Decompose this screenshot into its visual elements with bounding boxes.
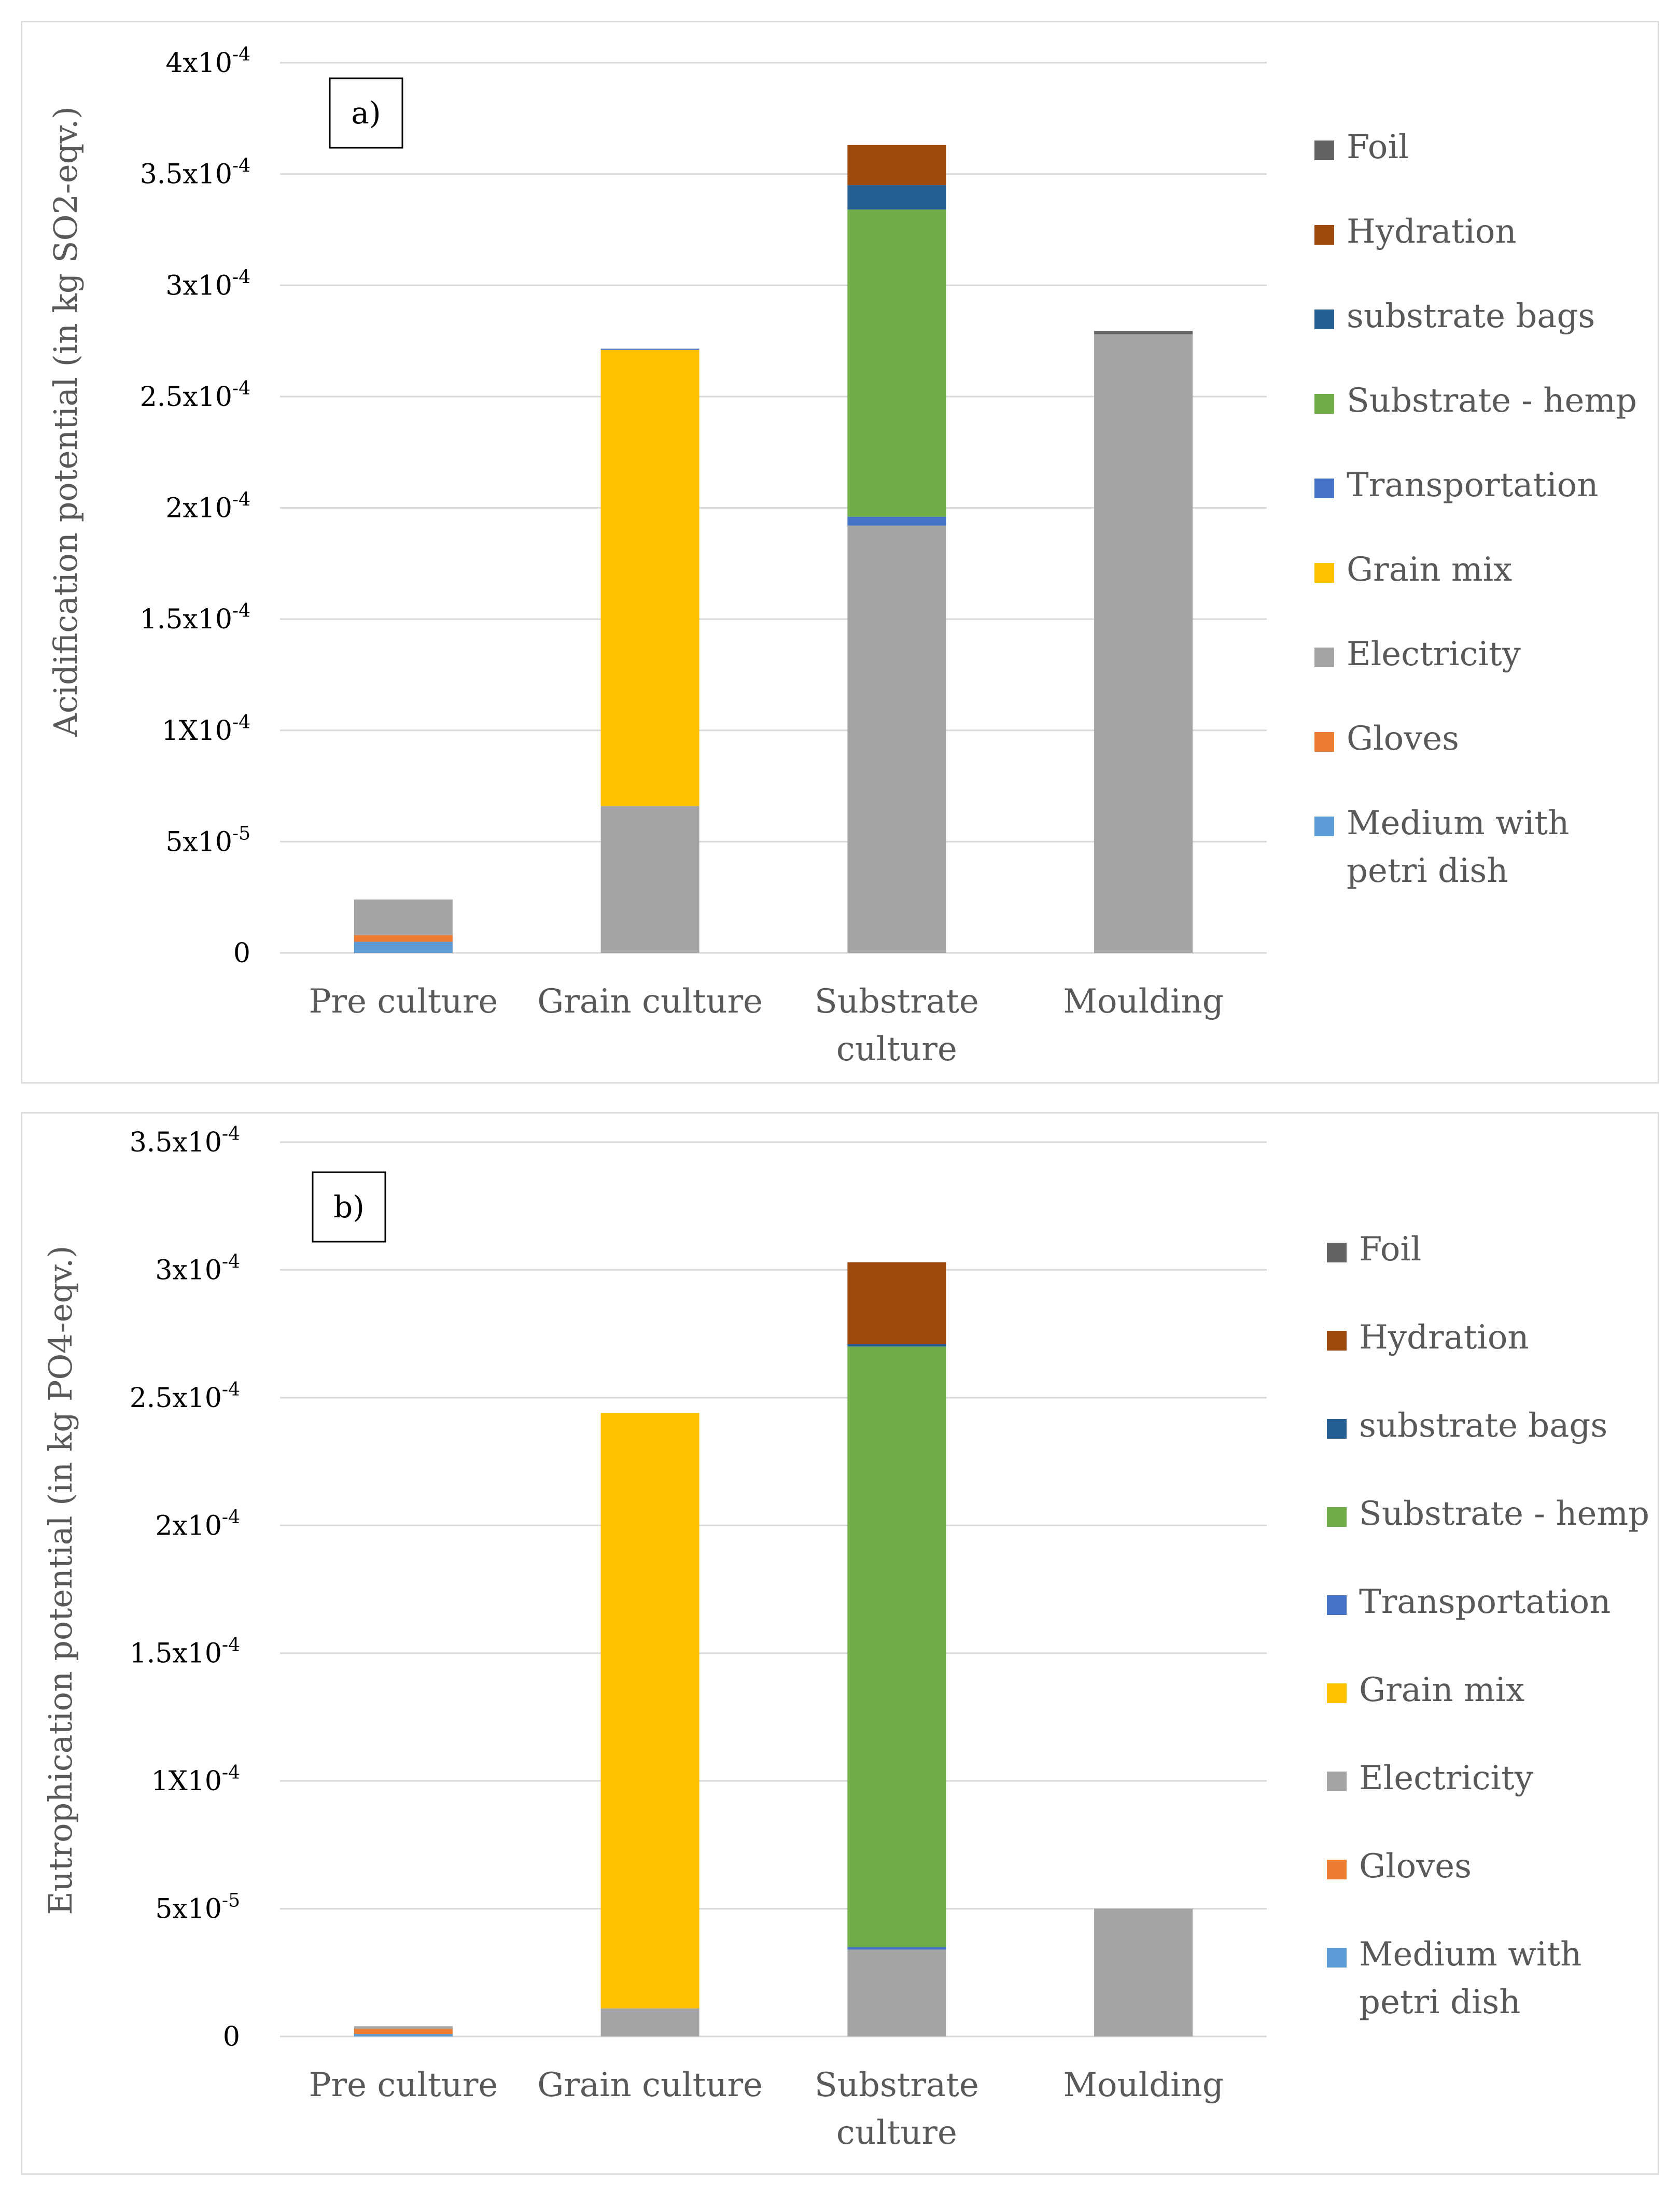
acidification-chart: 0 5x10-5 1X10-4 1.5x10-4 2x10-4 2.5x10-4 3x10-…: [47, 44, 1637, 1069]
bar-segment-hydration: [847, 145, 946, 186]
legend-swatch: [1327, 1243, 1347, 1262]
legend-label: Substrate - hemp: [1347, 382, 1637, 420]
legend-label: Foil: [1347, 128, 1409, 166]
legend-swatch: [1314, 563, 1334, 583]
bar-segment-medium-with-petri-dish: [354, 2034, 453, 2036]
legend-swatch: [1327, 1331, 1347, 1351]
y-tick-label: 3x10-4: [165, 266, 250, 301]
bar-segment-electricity: [354, 899, 453, 935]
legend-swatch: [1327, 1507, 1347, 1527]
chart-panel-eutrophication: 0 5x10-5 1X10-4 1.5x10-4 2x10-4 2.5x10-4 3x10-…: [21, 1112, 1659, 2175]
legend-label: substrate bags: [1347, 297, 1595, 335]
legend-swatch: [1314, 732, 1334, 752]
legend-swatch: [1314, 648, 1334, 667]
legend-swatch: [1327, 1948, 1347, 1968]
y-tick-label: 2.5x10-4: [140, 378, 250, 413]
x-category-label: Pre culture: [309, 982, 498, 1021]
eutrophication-chart: 0 5x10-5 1X10-4 1.5x10-4 2x10-4 2.5x10-4 3x10-…: [41, 1123, 1649, 2152]
x-category-label: Moulding: [1063, 982, 1223, 1021]
x-category-label: Grain culture: [537, 2066, 763, 2104]
y-tick-label: 4x10-4: [165, 44, 250, 79]
bar-segment-electricity: [847, 525, 946, 953]
legend-label: Hydration: [1347, 213, 1517, 251]
legend-swatch: [1327, 1772, 1347, 1791]
bar-segment-substrate-hemp: [847, 1346, 946, 1947]
y-tick-label: 0: [223, 2021, 240, 2053]
y-tick-label: 1.5x10-4: [130, 1635, 240, 1669]
y-tick-label: 3.5x10-4: [130, 1123, 240, 1158]
panel-label-box: [329, 77, 403, 149]
y-tick-label: 2x10-4: [165, 489, 250, 524]
y-tick-label: 3.5x10-4: [140, 156, 250, 190]
legend-swatch: [1327, 1419, 1347, 1439]
legend-label: Gloves: [1347, 720, 1459, 758]
bar-segment-transportation: [600, 348, 699, 350]
y-axis-label: Acidification potential (in kg SO2-eqv.): [47, 106, 85, 737]
bar-segment-transportation: [847, 1947, 946, 1950]
bar-segment-gloves: [354, 2029, 453, 2034]
legend-label: Transportation: [1359, 1583, 1611, 1621]
y-tick-label: 1X10-4: [162, 712, 250, 747]
y-tick-label: 3x10-4: [155, 1251, 240, 1286]
chart-panel-acidification: 0 5x10-5 1X10-4 1.5x10-4 2x10-4 2.5x10-4 3x10-…: [21, 21, 1659, 1084]
x-category-label: Moulding: [1063, 2066, 1223, 2104]
bar-segment-substrate-hemp: [847, 209, 946, 517]
panel-label-box: [312, 1171, 386, 1243]
legend-label: Substrate - hemp: [1359, 1495, 1649, 1533]
bar-segment-foil: [1094, 331, 1193, 334]
bar-segment-medium-with-petri-dish: [354, 942, 453, 953]
bar-segment-electricity: [1094, 334, 1193, 953]
legend-label: Grain mix: [1359, 1671, 1524, 1709]
legend-swatch: [1327, 1595, 1347, 1615]
legend-swatch: [1314, 394, 1334, 414]
legend-label: Medium with petri dish: [1359, 1935, 1581, 2021]
legend-label: substrate bags: [1359, 1407, 1607, 1445]
legend-swatch: [1314, 140, 1334, 160]
x-category-label: Substrate culture: [815, 2066, 979, 2152]
y-axis-label: Eutrophication potential (in kg PO4-eqv.…: [41, 1245, 79, 1915]
legend-label: Electricity: [1359, 1759, 1533, 1797]
bar-segment-gloves: [354, 935, 453, 942]
x-category-label: Grain culture: [537, 982, 763, 1021]
legend-swatch: [1327, 1683, 1347, 1703]
bar-segment-electricity: [600, 806, 699, 953]
bar-segment-electricity: [600, 2008, 699, 2036]
legend-swatch: [1314, 479, 1334, 498]
bar-segment-grain-mix: [600, 1413, 699, 2008]
legend-label: Medium with petri dish: [1347, 804, 1569, 890]
bar-segment-substrate-bags: [847, 185, 946, 210]
y-tick-label: 1.5x10-4: [140, 600, 250, 635]
y-tick-label: 5x10-5: [155, 1890, 240, 1925]
legend-swatch: [1314, 225, 1334, 245]
y-tick-label: 1X10-4: [151, 1762, 240, 1797]
legend-swatch: [1314, 817, 1334, 836]
bar-segment-grain-mix: [600, 349, 699, 806]
legend-label: Hydration: [1359, 1318, 1529, 1357]
legend-swatch: [1314, 310, 1334, 329]
x-category-label: Substrate culture: [815, 982, 979, 1069]
y-tick-label: 0: [233, 938, 250, 969]
x-category-label: Pre culture: [309, 2066, 498, 2104]
legend-swatch: [1327, 1860, 1347, 1879]
y-tick-label: 2x10-4: [155, 1507, 240, 1541]
bar-segment-transportation: [847, 516, 946, 526]
legend-label: Foil: [1359, 1230, 1421, 1269]
bar-segment-electricity: [847, 1949, 946, 2036]
y-tick-label: 5x10-5: [165, 823, 250, 858]
y-tick-label: 2.5x10-4: [130, 1379, 240, 1414]
panel-label: b): [333, 1189, 365, 1225]
bar-segment-electricity: [354, 2026, 453, 2029]
bar-segment-substrate-bags: [847, 1344, 946, 1347]
bar-segment-electricity: [1094, 1908, 1193, 2036]
legend-label: Gloves: [1359, 1847, 1472, 1886]
panel-label: a): [351, 95, 381, 131]
legend-label: Grain mix: [1347, 551, 1512, 589]
bar-segment-hydration: [847, 1262, 946, 1344]
legend-label: Electricity: [1347, 635, 1521, 673]
legend-label: Transportation: [1347, 466, 1598, 504]
